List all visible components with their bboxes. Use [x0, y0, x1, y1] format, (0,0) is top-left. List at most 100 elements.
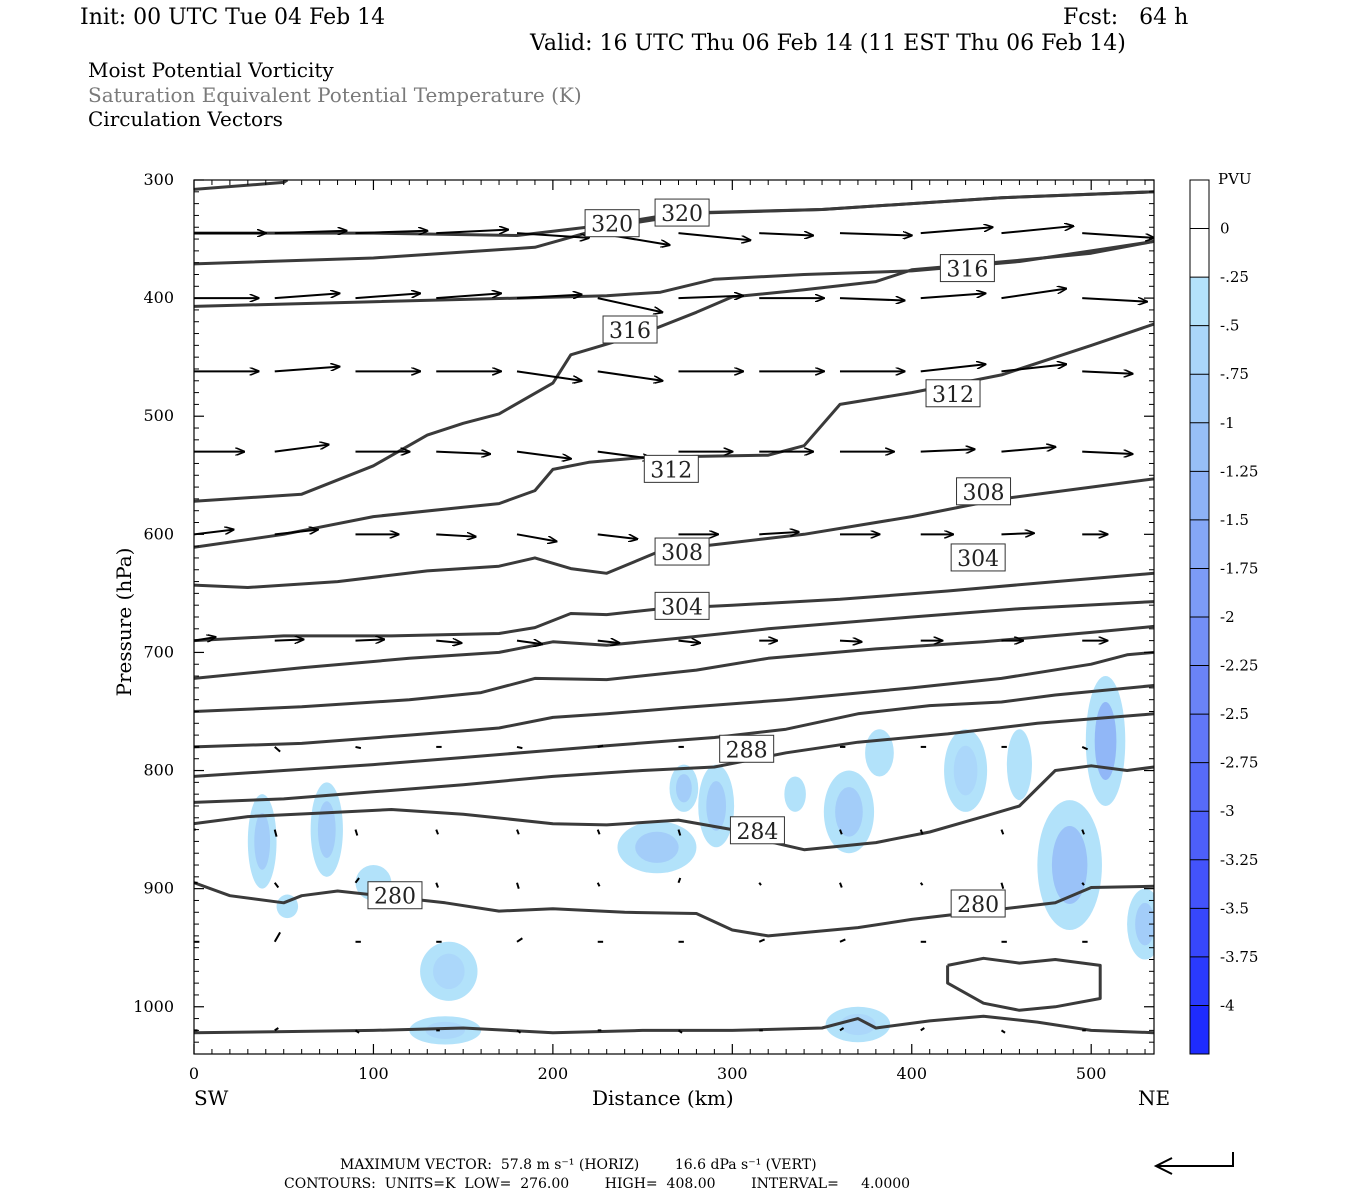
colorbar-label: -1.75 — [1220, 559, 1258, 577]
circulation-vector — [1001, 289, 1066, 300]
circulation-vector — [1001, 533, 1033, 534]
x-tick-label: 400 — [896, 1064, 927, 1083]
circulation-vector — [355, 293, 420, 300]
circulation-vector — [678, 641, 700, 643]
colorbar-swatch — [1190, 665, 1209, 715]
max-vector-note: MAXIMUM VECTOR: 57.8 m s⁻¹ (HORIZ) 16.6 … — [340, 1157, 817, 1173]
theta-contour — [194, 650, 1154, 749]
circulation-vector — [1081, 829, 1085, 835]
pv-shade-core — [254, 813, 271, 870]
theta-contour — [946, 956, 1102, 1012]
theta-contour — [194, 571, 1154, 643]
contour-label: 316 — [939, 254, 995, 283]
circulation-vector — [1001, 364, 1066, 373]
x-tick-label: 100 — [358, 1064, 389, 1083]
contour-label: 312 — [925, 379, 981, 408]
circulation-vector — [1082, 297, 1147, 302]
pv-shade-core — [1135, 902, 1154, 946]
circulation-vector — [1082, 371, 1132, 373]
circulation-vector — [435, 829, 439, 835]
contour-label-box — [602, 315, 658, 344]
contours-note: CONTOURS: UNITS=K LOW= 276.00 HIGH= 408.… — [284, 1176, 911, 1192]
colorbar-label: -1.25 — [1220, 462, 1258, 480]
pv-shade-core — [1094, 702, 1117, 780]
contour-label-text: 280 — [957, 893, 999, 918]
contour-label: 288 — [719, 734, 775, 763]
colorbar-swatch — [1190, 811, 1209, 860]
contour-label-box — [654, 198, 710, 227]
contour-label-text: 284 — [736, 820, 778, 845]
circulation-vector — [1000, 829, 1005, 835]
contour-label-box — [950, 543, 1006, 572]
endpoint-ne: NE — [1138, 1086, 1171, 1110]
pv-shade-core — [317, 801, 336, 858]
x-tick-label: 300 — [717, 1064, 748, 1083]
circulation-vector — [274, 445, 329, 453]
circulation-vector — [516, 533, 556, 541]
forecast-hour: Fcst: 64 h — [1063, 5, 1189, 30]
y-tick-label: 900 — [143, 879, 174, 898]
circulation-vector — [436, 641, 461, 643]
pv-shading — [247, 676, 1154, 1045]
circulation-vector — [597, 370, 663, 380]
circulation-vector — [516, 1029, 522, 1034]
circulation-vector — [274, 367, 340, 373]
circulation-vector — [516, 295, 582, 300]
circulation-vector — [839, 938, 846, 943]
circulation-vector — [597, 297, 663, 312]
contour-label-box — [925, 379, 981, 408]
theta-contour — [194, 712, 1154, 804]
contour-label-text: 304 — [957, 547, 999, 572]
circulation-vector — [435, 882, 439, 888]
x-tick-label: 200 — [538, 1064, 569, 1083]
contour-label-text: 280 — [374, 885, 416, 910]
colorbar-label: -.25 — [1220, 268, 1249, 286]
contour-label-box — [643, 454, 699, 483]
circulation-vector — [516, 370, 582, 380]
circulation-vector — [273, 829, 278, 837]
circulation-vector — [436, 452, 490, 454]
contour-label: 320 — [654, 198, 710, 227]
pv-shade-region — [784, 776, 806, 812]
colorbar-swatch — [1190, 568, 1209, 617]
contour-label: 320 — [584, 209, 640, 238]
contour-label-box — [956, 477, 1012, 506]
axes: 0 100 200 300 400 500 300 400 500 600 700 800 900 100… — [133, 170, 1154, 1083]
circulation-vector — [597, 450, 652, 459]
pv-shade-region — [1006, 729, 1032, 801]
circulation-vector — [920, 293, 986, 300]
circulation-vector — [597, 744, 604, 748]
colorbar-label: -3 — [1220, 802, 1235, 820]
circulation-vector — [597, 641, 620, 643]
circulation-vector — [355, 231, 427, 233]
circulation-vector — [1000, 1029, 1006, 1034]
contour-label-box — [939, 254, 995, 283]
circulation-vector — [678, 296, 743, 298]
contour-label: 308 — [654, 537, 710, 566]
pv-shade-core — [835, 787, 863, 837]
colorbar-swatch — [1190, 277, 1209, 326]
circulation-vector — [759, 233, 813, 235]
circulation-vector — [839, 882, 843, 888]
colorbar-swatch — [1190, 180, 1209, 229]
circulation-vector — [274, 231, 347, 233]
circulation-vector — [677, 1029, 683, 1034]
valid-time: Valid: 16 UTC Thu 06 Feb 14 (11 EST Thu … — [530, 31, 1126, 56]
circulation-vector — [355, 639, 384, 640]
circulation-vector — [758, 882, 762, 886]
contour-label: 308 — [956, 477, 1012, 506]
circulation-vector — [516, 745, 523, 750]
pv-shade-core — [635, 831, 679, 863]
circulation-vector — [274, 293, 340, 300]
circulation-vector — [516, 882, 520, 889]
circulation-vector — [274, 746, 281, 753]
circulation-vector — [273, 882, 280, 889]
colorbar-label: -2.75 — [1220, 754, 1258, 772]
colorbar-label: -2.5 — [1220, 705, 1249, 723]
theta-contour — [194, 322, 1154, 549]
circulation-vector — [920, 364, 986, 373]
contour-label-box — [654, 591, 710, 620]
circulation-vector — [436, 230, 508, 235]
y-tick-label: 600 — [143, 524, 174, 543]
